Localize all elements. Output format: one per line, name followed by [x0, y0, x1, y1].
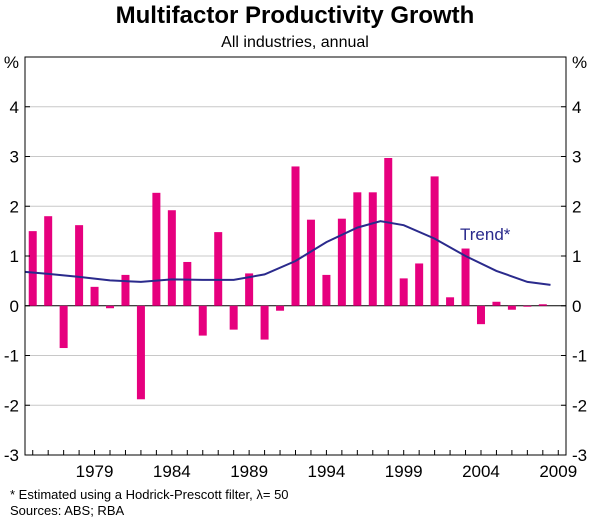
x-tick-label: 2004: [462, 462, 500, 481]
chart-title: Multifactor Productivity Growth: [115, 2, 475, 29]
bar: [167, 210, 176, 306]
bar: [28, 231, 37, 306]
chart-subtitle: All industries, annual: [221, 34, 369, 51]
bar: [322, 274, 331, 306]
y-tick-label: 2: [572, 197, 581, 216]
bar: [260, 305, 269, 340]
bar: [198, 305, 207, 336]
y-tick-label: 1: [572, 247, 581, 266]
bar-series: [28, 157, 547, 400]
left-y-axis: -3 -2 -1 0 1 2 3 4%: [4, 53, 30, 465]
y-tick-label: 2: [10, 197, 19, 216]
y-tick-label: 0: [572, 297, 581, 316]
bar: [75, 225, 84, 306]
gridlines: [25, 106, 566, 406]
y-tick-label: -1: [4, 347, 19, 366]
x-tick-label: 2009: [539, 462, 577, 481]
bar: [229, 305, 238, 330]
y-tick-label: -3: [572, 446, 587, 465]
trend-series: [24, 220, 551, 286]
y-tick-label: 1: [10, 247, 19, 266]
y-unit-label: %: [4, 53, 19, 72]
estimate-footnote: * Estimated using a Hodrick-Prescott fil…: [10, 487, 289, 502]
trend-line: [24, 220, 551, 286]
bar: [306, 219, 315, 306]
trend-legend-label: Trend*: [460, 225, 511, 244]
x-tick-label: 1999: [385, 462, 423, 481]
bar: [492, 301, 501, 306]
bar: [353, 192, 362, 306]
bar: [44, 216, 53, 306]
bar: [337, 218, 346, 306]
y-tick-label: 4: [10, 98, 19, 117]
bar: [523, 305, 532, 307]
y-tick-label: -2: [572, 396, 587, 415]
y-unit-label: %: [572, 53, 587, 72]
x-tick-label: 1994: [308, 462, 346, 481]
x-tick-label: 1989: [230, 462, 268, 481]
y-tick-label: 3: [572, 148, 581, 167]
bar: [507, 305, 516, 310]
y-tick-label: -1: [572, 347, 587, 366]
bar: [461, 248, 470, 306]
bar: [430, 176, 439, 306]
sources-footnote: Sources: ABS; RBA: [10, 503, 125, 518]
y-tick-label: -2: [4, 396, 19, 415]
bar: [121, 274, 130, 306]
right-y-axis: -3 -2 -1 0 1 2 3 4%: [561, 53, 587, 465]
bar: [476, 305, 485, 325]
x-tick-label: 1984: [153, 462, 191, 481]
bar: [59, 305, 68, 349]
bar: [446, 297, 455, 306]
bar: [384, 157, 393, 306]
x-axis: 1979 1984 1989 1994 1999 2004 2009: [32, 450, 577, 481]
bar: [538, 304, 547, 306]
bar: [415, 263, 424, 306]
y-tick-label: 3: [10, 148, 19, 167]
bar: [90, 286, 99, 306]
bar: [276, 305, 285, 311]
y-tick-label: -3: [4, 446, 19, 465]
y-tick-label: 4: [572, 98, 581, 117]
x-tick-label: 1979: [76, 462, 114, 481]
bar: [291, 166, 300, 306]
bar: [183, 261, 192, 306]
bar: [136, 305, 145, 400]
bar: [106, 305, 115, 309]
bar: [399, 278, 408, 306]
y-tick-label: 0: [10, 297, 19, 316]
bar: [245, 273, 254, 306]
bar: [152, 192, 161, 306]
bar: [368, 192, 377, 306]
bar: [214, 232, 223, 306]
